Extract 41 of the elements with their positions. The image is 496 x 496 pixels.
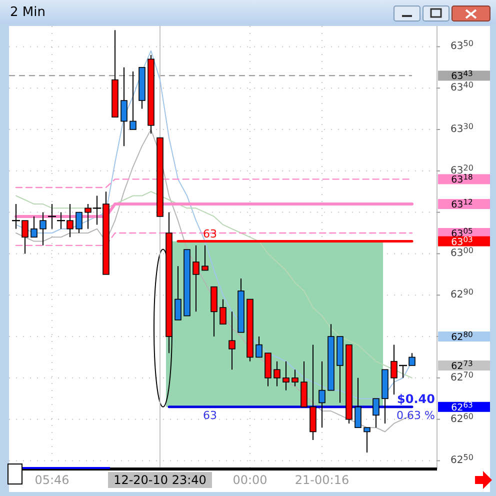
- candlestick: [282, 360, 290, 391]
- candlestick: [120, 66, 128, 147]
- candlestick: [274, 360, 280, 387]
- candlestick: [174, 266, 182, 320]
- chart-title: 2 Min: [10, 5, 46, 20]
- y-tick-label: 63$^{50}$: [450, 39, 474, 52]
- candlestick: [192, 244, 200, 312]
- candlestick: [354, 377, 362, 428]
- annotation: 0.63 %: [396, 408, 435, 422]
- y-tick-label: 62$^{60}$: [450, 412, 474, 425]
- y-tick-label: 62$^{90}$: [450, 288, 474, 301]
- y-tick-label: 63$^{00}$: [450, 246, 474, 260]
- x-tick-label: 00:00: [232, 473, 268, 487]
- text: 63$^{43}$: [451, 69, 474, 82]
- candlestick: [228, 311, 236, 370]
- x-tick-label: 21-00:16: [294, 473, 350, 487]
- candlestick: [318, 360, 326, 428]
- annotation: 63: [203, 227, 217, 240]
- candlestick: [130, 71, 136, 130]
- y-tick-label: 63$^{30}$: [450, 122, 474, 136]
- text: 62$^{73}$: [451, 358, 474, 372]
- text: 62$^{63}$: [451, 400, 474, 414]
- candlestick: [76, 212, 82, 234]
- annotation: 63: [203, 408, 217, 422]
- candlestick: [220, 298, 226, 325]
- annotation: $0.40: [397, 392, 435, 406]
- candlestick: [256, 336, 262, 358]
- x-tick-label: 12-20-10 23:40: [114, 473, 206, 487]
- candlestick: [202, 244, 208, 271]
- text: 63$^{12}$: [451, 198, 474, 211]
- candlestick: [30, 216, 38, 238]
- y-tick-label: 62$^{50}$: [450, 453, 474, 466]
- candlestick: [292, 369, 298, 387]
- text: 62$^{80}$: [451, 330, 474, 344]
- candlestick: [364, 427, 370, 453]
- candlestick: [372, 398, 380, 428]
- line-series: [16, 191, 412, 378]
- candlestick: [40, 212, 46, 246]
- y-tick-label: 62$^{70}$: [450, 370, 474, 384]
- x-tick-label: 05:46: [34, 473, 70, 487]
- y-tick-label: 63$^{40}$: [450, 80, 474, 94]
